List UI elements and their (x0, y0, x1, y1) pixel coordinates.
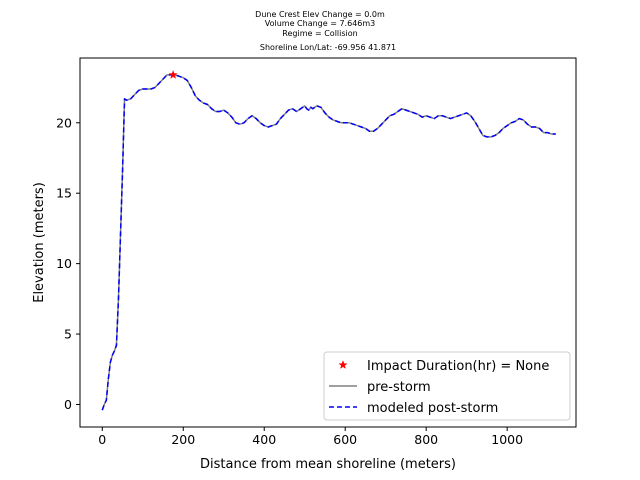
y-axis-label: Elevation (meters) (32, 182, 47, 303)
legend-label-impact: Impact Duration(hr) = None (367, 359, 549, 374)
series-layer (101, 74, 556, 411)
legend-box (323, 351, 571, 421)
y-tick-label: 20 (56, 115, 72, 130)
chart-title: Dune Crest Elev Change = 0.0m Volume Cha… (255, 10, 396, 52)
x-tick-label: 600 (333, 432, 357, 447)
title-line: Dune Crest Elev Change = 0.0m (255, 10, 385, 19)
x-tick-label: 200 (171, 432, 195, 447)
x-tick-label: 400 (252, 432, 276, 447)
y-tick-label: 15 (56, 186, 72, 201)
x-axis: 0 200 400 600 800 1000 (98, 427, 523, 447)
y-tick-label: 0 (64, 397, 72, 412)
title-line: Regime = Collision (282, 29, 357, 38)
y-tick-label: 5 (64, 327, 72, 342)
legend: Impact Duration(hr) = None pre-storm mod… (323, 351, 571, 421)
x-tick-label: 0 (98, 432, 106, 447)
impact-point-star (168, 69, 178, 79)
x-axis-label: Distance from mean shoreline (meters) (200, 457, 456, 472)
legend-label-pre-storm: pre-storm (367, 380, 431, 395)
legend-impact-star-icon (338, 360, 348, 370)
legend-label-post-storm: modeled post-storm (367, 401, 498, 416)
plot-frame (79, 57, 577, 428)
y-tick-label: 10 (56, 256, 72, 271)
title-line: Volume Change = 7.646m3 (265, 19, 376, 28)
marker-layer (168, 69, 178, 79)
series-line-modeled-post-storm (101, 74, 556, 411)
x-tick-label: 1000 (491, 432, 523, 447)
title-line: Shoreline Lon/Lat: -69.956 41.871 (260, 43, 396, 52)
x-tick-label: 800 (414, 432, 438, 447)
y-axis: 0 5 10 15 20 (56, 115, 80, 412)
